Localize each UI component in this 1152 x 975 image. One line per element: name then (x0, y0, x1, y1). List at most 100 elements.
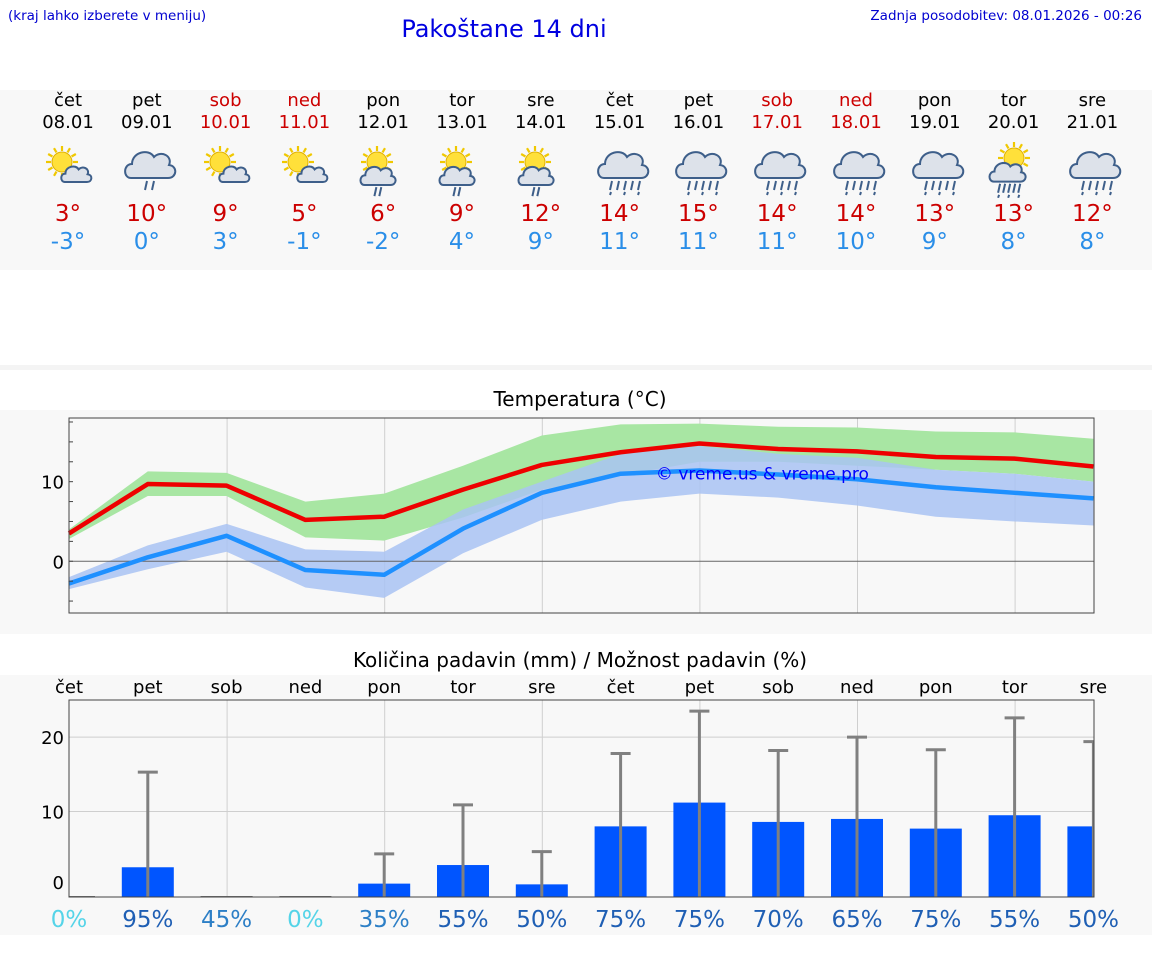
sun-ray (460, 147, 465, 154)
sun-ray (525, 147, 531, 154)
sun-disc (51, 151, 73, 173)
rain-drop (773, 180, 778, 191)
cloud-outline (1069, 151, 1122, 179)
day-column: sre 14.01 12° 9° (501, 90, 580, 256)
location-menu-hint: (kraj lahko izberete v meniju) (8, 8, 207, 24)
day-name: pet (683, 90, 714, 111)
precip-chance-label: 55% (989, 907, 1040, 933)
day-name: tor (1000, 90, 1027, 111)
sun-ray (283, 153, 290, 158)
sun-ray (289, 170, 294, 177)
rain-drop (636, 191, 640, 196)
temp-min: 9° (527, 229, 554, 255)
day-name: tor (449, 90, 475, 111)
precip-chance-label: 75% (910, 907, 961, 933)
day-column: čet 15.01 14° 11° (580, 90, 659, 256)
x-category-label: tor (450, 677, 476, 698)
temperature-chart-title: Temperatura (°C) (493, 387, 667, 411)
day-column: sob 17.01 14° 11° (738, 90, 817, 256)
rain-drop (687, 180, 692, 191)
day-date: 11.01 (278, 112, 331, 133)
day-name: sob (761, 90, 794, 111)
day-name: ned (287, 90, 322, 111)
sun-ray (47, 153, 54, 158)
x-category-label: tor (1002, 677, 1028, 698)
cloud-heavy-rain-icon (754, 151, 807, 196)
precip-chance-label: 75% (674, 907, 725, 933)
rain-drop (1016, 183, 1021, 193)
sun-ray (307, 153, 313, 158)
day-name: pon (917, 90, 952, 111)
daily-forecast-panel: čet 08.01 3° -3° pet 09.01 10° 0° sob 10.01 9° 3° ne… (0, 90, 1152, 270)
rain-drop (608, 191, 612, 196)
rain-drop (1095, 191, 1099, 196)
rain-drop (780, 180, 785, 191)
day-column: tor 13.01 9° 4° (423, 90, 502, 256)
cloud-shape (60, 165, 93, 183)
rain-drop (687, 191, 691, 196)
sun-cloud-icon (203, 146, 250, 183)
cloud-outline (517, 165, 555, 186)
x-category-label: sob (211, 677, 243, 698)
sun-ray (543, 153, 550, 158)
rain-drop (951, 180, 956, 191)
cloud-outline (438, 165, 476, 186)
cloud-heavy-rain-icon (911, 151, 965, 196)
cloud-shape (1069, 151, 1122, 179)
rain-drops (143, 180, 155, 191)
rain-drop (937, 180, 942, 191)
rain-drop (1006, 194, 1010, 198)
day-name: sre (527, 90, 555, 111)
rain-drop (951, 191, 955, 196)
rain-drop (766, 191, 770, 196)
sun-ray (53, 147, 58, 154)
sun-ray (386, 153, 392, 158)
sun-ray (1022, 162, 1029, 167)
x-category-label: ned (288, 677, 322, 698)
day-date: 16.01 (672, 112, 725, 133)
rain-drop (996, 194, 1000, 198)
precip-chance-label: 50% (1068, 907, 1119, 933)
rain-drop (873, 180, 877, 191)
day-column: pon 12.01 6° -2° (344, 90, 423, 256)
x-category-label: pet (133, 677, 163, 698)
last-updated: Zadnja posodobitev: 08.01.2026 - 00:26 (870, 8, 1142, 24)
sun-ray (1004, 143, 1010, 150)
sun-cloud-rain-icon (359, 146, 397, 197)
sun-ray (441, 166, 448, 171)
plot-frame (68, 699, 1095, 898)
sun-ray (441, 153, 448, 158)
day-column: pon 19.01 13° 9° (895, 90, 974, 256)
divider (0, 365, 1152, 370)
rain-drop (930, 180, 935, 191)
rain-drop (378, 186, 383, 197)
day-date: 15.01 (593, 112, 646, 133)
sun-ray (53, 170, 58, 177)
cloud-shape (833, 151, 886, 179)
cloud-shape (517, 165, 555, 186)
sun-ray (228, 153, 235, 158)
rain-drops (687, 180, 720, 196)
temp-min: -2° (365, 229, 401, 255)
plot-frame (68, 417, 1095, 614)
rain-drop (845, 180, 849, 191)
x-category-label: pet (685, 677, 715, 698)
y-tick-label: 10 (41, 803, 64, 824)
day-date: 21.01 (1066, 112, 1119, 133)
sun-ray (447, 147, 452, 154)
cloud-outline (123, 151, 177, 179)
cloud-shape (438, 165, 476, 186)
cloud-outline (754, 151, 807, 179)
day-date: 09.01 (121, 112, 173, 133)
day-column: sre 21.01 12° 8° (1053, 90, 1132, 256)
rain-drop (373, 186, 378, 197)
y-tick-label: 0 (53, 873, 64, 894)
sun-ray (302, 147, 308, 154)
temp-min: 11° (678, 229, 719, 255)
precip-chance-label: 65% (831, 907, 882, 933)
precip-chance-label: 55% (437, 907, 488, 933)
day-date: 13.01 (436, 112, 488, 133)
day-name: čet (605, 90, 634, 111)
cloud-shape (988, 161, 1027, 183)
sun-ray (368, 147, 373, 154)
